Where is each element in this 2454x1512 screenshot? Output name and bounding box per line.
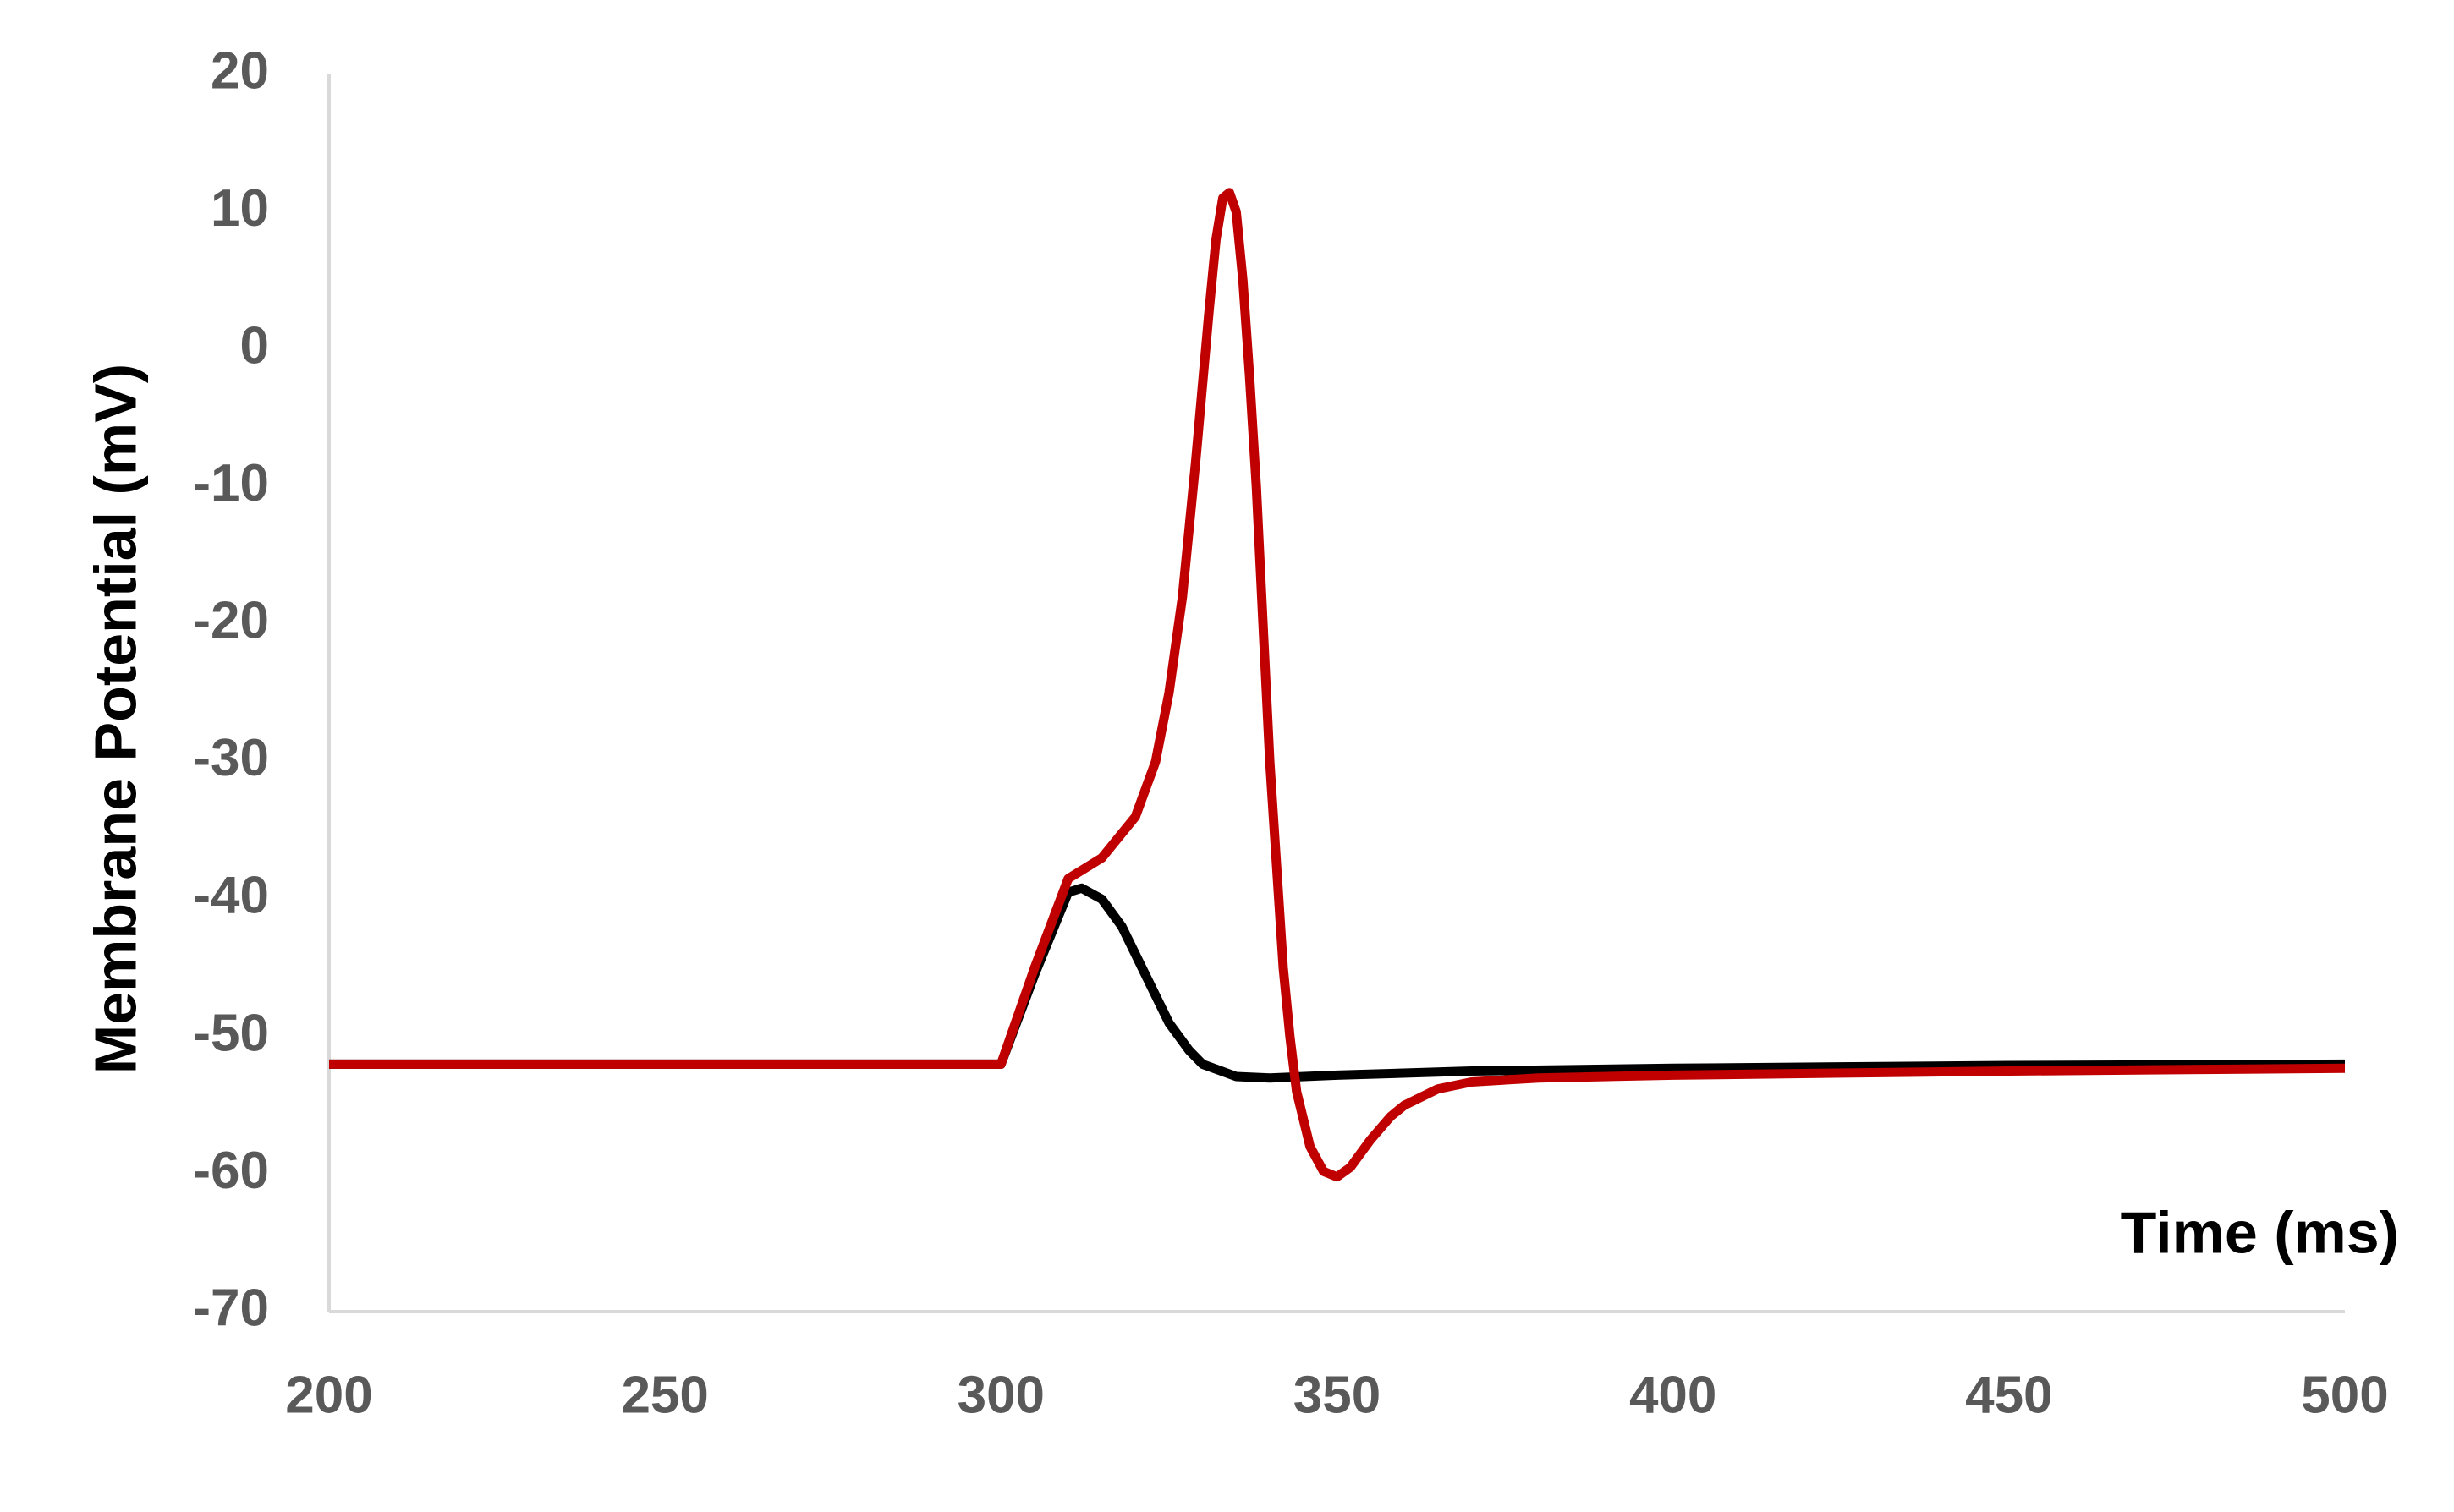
x-tick-label: 200 [285,1366,372,1424]
y-axis-title: Membrane Potential (mV) [82,364,148,1074]
y-tick-label: 10 [211,179,269,238]
x-tick-label: 450 [1965,1366,2052,1424]
y-tick-label: 20 [211,41,269,100]
x-tick-label: 500 [2301,1366,2388,1424]
x-tick-label: 350 [1293,1366,1381,1424]
y-tick-label: -50 [193,1004,269,1062]
y-tick-label: 0 [240,316,269,375]
x-tick-label: 400 [1629,1366,1716,1424]
y-tick-label: -70 [193,1279,269,1337]
x-tick-label: 300 [958,1366,1045,1424]
y-tick-label: -20 [193,592,269,650]
series-line [329,883,2346,1083]
y-tick-label: -40 [193,867,269,925]
y-tick-label: -30 [193,729,269,787]
x-axis-title: Time (ms) [2121,1199,2399,1265]
y-tick-label: -60 [193,1142,269,1200]
y-tick-label: -10 [193,454,269,512]
series-line [329,188,2346,1182]
x-tick-label: 250 [621,1366,708,1424]
